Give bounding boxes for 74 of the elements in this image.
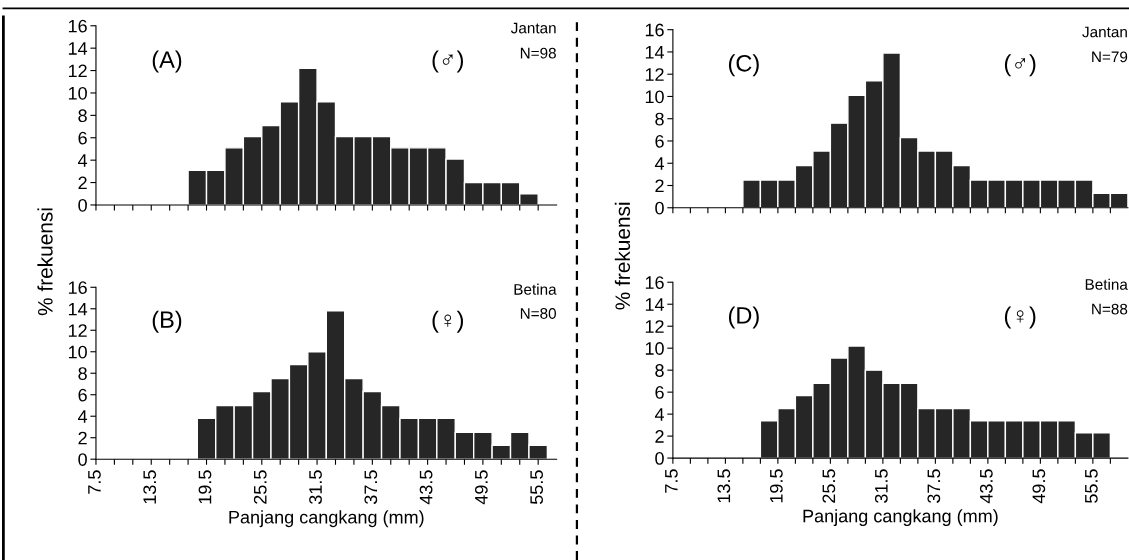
y-tick-label: 2 bbox=[655, 430, 664, 443]
y-tick-label: 14 bbox=[645, 298, 665, 311]
y-tick-label: 2 bbox=[655, 179, 664, 193]
x-axis-title: Panjang cangkang (mm) bbox=[229, 510, 424, 528]
x-tick-label: 7.5 bbox=[665, 469, 678, 493]
y-tick-label: 12 bbox=[645, 320, 664, 333]
x-tick-label: 43.5 bbox=[979, 469, 993, 504]
y-tick-label: 12 bbox=[68, 64, 87, 78]
x-tick-label: 55.5 bbox=[1085, 469, 1098, 503]
y-tick-label: 6 bbox=[78, 388, 87, 402]
y-tick-label: 16 bbox=[645, 276, 664, 289]
y-tick-label: 4 bbox=[78, 410, 88, 423]
y-tick-label: 2 bbox=[78, 176, 87, 190]
x-tick-label: 25.5 bbox=[822, 469, 836, 503]
y-tick-label: 10 bbox=[645, 342, 664, 355]
annotation: N=79 bbox=[1092, 51, 1128, 63]
annotation: Betina bbox=[514, 283, 557, 295]
annotation: (A) bbox=[152, 50, 182, 73]
annotation: (♂) bbox=[432, 50, 464, 73]
y-tick-label: 16 bbox=[68, 281, 87, 294]
y-tick-label: 6 bbox=[655, 134, 664, 148]
y-tick-label: 2 bbox=[78, 431, 87, 445]
y-tick-label: 16 bbox=[645, 23, 664, 37]
x-tick-label: 31.5 bbox=[309, 470, 322, 505]
annotation: (B) bbox=[152, 310, 182, 333]
x-tick-label: 31.5 bbox=[874, 469, 888, 503]
annotation: (♀) bbox=[432, 310, 464, 333]
y-tick-label: 8 bbox=[655, 112, 664, 126]
y-tick-label: 12 bbox=[68, 324, 87, 337]
x-tick-label: 7.5 bbox=[88, 470, 101, 494]
y-tick-label: 14 bbox=[68, 302, 88, 316]
y-tick-label: 12 bbox=[645, 68, 664, 81]
y-tick-label: 8 bbox=[78, 367, 87, 380]
y-tick-label: 10 bbox=[645, 90, 664, 104]
annotation: Betina bbox=[1085, 278, 1128, 290]
y-tick-label: 0 bbox=[78, 198, 87, 212]
y-tick-label: 10 bbox=[68, 345, 87, 359]
y-axis-title: % frekuensi bbox=[37, 208, 53, 316]
y-tick-label: 4 bbox=[78, 154, 88, 167]
y-tick-label: 14 bbox=[645, 46, 665, 59]
x-tick-label: 37.5 bbox=[364, 470, 378, 505]
x-tick-label: 13.5 bbox=[143, 470, 157, 504]
annotation: Jantan bbox=[510, 22, 556, 34]
y-tick-label: 16 bbox=[68, 19, 87, 33]
annotation: (♀) bbox=[1004, 306, 1036, 329]
y-tick-label: 8 bbox=[655, 364, 664, 377]
y-tick-label: 0 bbox=[78, 453, 87, 466]
annotation: (C) bbox=[728, 54, 759, 77]
annotation: N=88 bbox=[1092, 303, 1128, 315]
x-tick-label: 19.5 bbox=[769, 469, 783, 503]
x-tick-label: 55.5 bbox=[530, 470, 544, 505]
x-tick-label: 25.5 bbox=[253, 470, 267, 504]
x-tick-label: 43.5 bbox=[419, 470, 433, 505]
annotation: N=98 bbox=[520, 47, 556, 59]
x-tick-label: 13.5 bbox=[717, 469, 731, 503]
y-tick-label: 0 bbox=[655, 201, 664, 215]
y-tick-label: 4 bbox=[654, 408, 665, 421]
y-tick-label: 4 bbox=[654, 157, 665, 170]
y-axis-title: % frekuensi bbox=[614, 202, 631, 310]
annotation: (♂) bbox=[1004, 54, 1036, 77]
y-tick-label: 6 bbox=[78, 131, 87, 145]
x-axis-title: Panjang cangkang (mm) bbox=[803, 509, 998, 527]
y-tick-label: 10 bbox=[68, 86, 87, 100]
y-tick-label: 0 bbox=[655, 452, 664, 465]
annotation: (D) bbox=[728, 306, 759, 329]
annotation: Jantan bbox=[1082, 26, 1127, 38]
x-tick-label: 37.5 bbox=[927, 469, 941, 503]
x-tick-label: 49.5 bbox=[474, 470, 488, 505]
y-tick-label: 8 bbox=[78, 109, 87, 123]
annotation: N=80 bbox=[520, 308, 556, 319]
y-tick-label: 6 bbox=[655, 386, 664, 399]
x-tick-label: 49.5 bbox=[1032, 469, 1046, 504]
y-tick-label: 14 bbox=[68, 42, 88, 55]
x-tick-label: 19.5 bbox=[198, 470, 212, 504]
